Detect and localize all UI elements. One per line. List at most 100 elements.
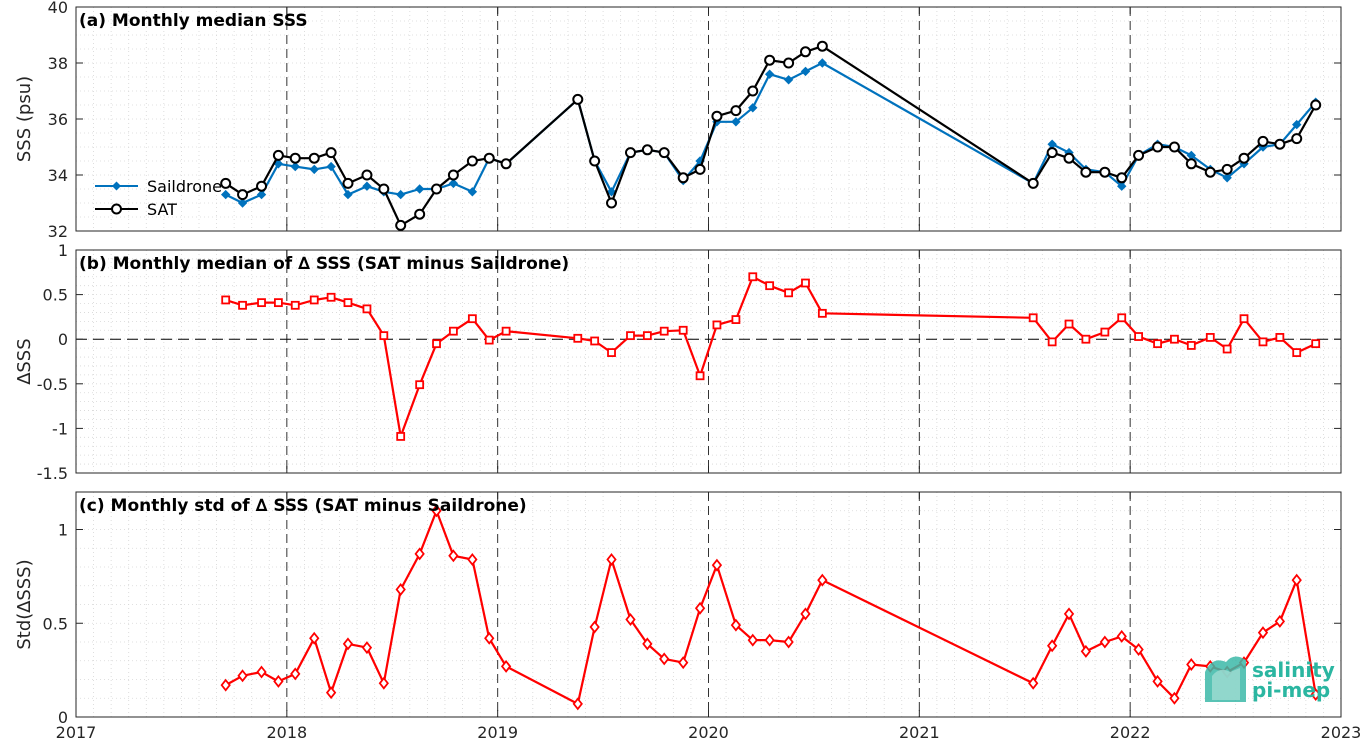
data-point [343, 298, 353, 308]
logo-text-salinity: salinity [1252, 658, 1335, 682]
data-point [395, 583, 406, 596]
y-tick-label: 0.5 [43, 286, 68, 305]
data-point [500, 158, 512, 170]
data-point [641, 144, 653, 156]
data-point [326, 292, 336, 302]
data-point [361, 169, 373, 181]
data-point [484, 335, 494, 345]
data-point [290, 300, 300, 310]
data-point [483, 152, 495, 164]
year-gridlines [286, 492, 1131, 717]
data-point [1239, 314, 1249, 324]
data-point [1133, 149, 1145, 161]
data-point [290, 161, 300, 172]
data-point [711, 110, 723, 122]
x-tick-label: 2023 [1321, 723, 1362, 742]
data-point [783, 635, 794, 649]
panel-1: -1.5 -1 -0.5 0 0.5 1 ∆SSS (b) Monthly median of… [14, 241, 1342, 483]
panel-title: (b) Monthly median of ∆ SSS (SAT minus S… [79, 254, 569, 274]
data-point [1275, 333, 1285, 342]
data-point [1152, 674, 1163, 688]
data-point [325, 147, 337, 159]
data-point [378, 676, 389, 690]
data-point [256, 665, 267, 679]
data-point [342, 177, 354, 189]
data-point [783, 75, 794, 85]
data-point [256, 180, 268, 192]
y-tick-label: 1 [58, 521, 68, 540]
logo-text-pi-mep: pi-mep [1252, 678, 1330, 702]
data-point [1080, 644, 1092, 658]
y-tick-label: 40 [48, 0, 68, 17]
data-point [801, 278, 810, 288]
y-tick-label: 34 [48, 166, 68, 185]
data-point [572, 697, 583, 711]
chart-panels: 32 34 36 38 40 SSS (psu) (a) Monthly median SS… [14, 0, 1361, 742]
data-point [220, 678, 231, 692]
data-point [1221, 163, 1233, 175]
data-point [447, 169, 459, 181]
data-point [678, 325, 688, 335]
data-point [362, 181, 372, 191]
data-point [395, 189, 406, 200]
data-point [589, 155, 601, 167]
data-point [1274, 138, 1286, 150]
data-point [799, 46, 811, 58]
data-point [658, 147, 670, 159]
data-point [1291, 133, 1303, 145]
year-gridlines [286, 250, 1131, 473]
data-point [343, 189, 353, 200]
data-point [642, 331, 652, 341]
data-point [731, 315, 741, 324]
data-point [1117, 313, 1127, 323]
data-point [378, 183, 390, 195]
panel-title: (a) Monthly median SSS [79, 11, 308, 31]
salinity-pi-mep-logo: salinity pi-mep [1205, 656, 1335, 702]
panel-2: 2017 2018 2019 2020 2021 2022 2023 0 0.5 1 Std(∆SS… [14, 491, 1362, 742]
data-point [1099, 635, 1111, 649]
data-point [659, 652, 670, 666]
data-point [748, 272, 758, 282]
data-point [237, 189, 249, 201]
y-tick-label: 0 [58, 708, 68, 727]
data-point [747, 85, 759, 97]
data-point [1222, 344, 1232, 354]
data-point [467, 553, 478, 566]
data-point [606, 553, 617, 566]
data-point [414, 184, 425, 194]
data-point [309, 631, 320, 645]
data-point [466, 155, 478, 167]
data-point [362, 304, 372, 314]
y-tick-label: -1 [52, 419, 68, 438]
data-point [590, 336, 600, 346]
data-point [800, 607, 811, 621]
panel-0: 32 34 36 38 40 SSS (psu) (a) Monthly median SS… [14, 0, 1342, 241]
data-point [237, 198, 248, 208]
data-point [731, 117, 741, 127]
data-point [308, 152, 320, 164]
data-point [414, 547, 425, 561]
data-point [1080, 166, 1092, 178]
data-point [256, 189, 267, 200]
data-point [257, 298, 266, 308]
data-point [501, 326, 511, 336]
data-point [1028, 676, 1039, 690]
data-point [414, 208, 426, 220]
data-point [1168, 141, 1180, 153]
legend-sat-marker [111, 203, 122, 215]
data-point [764, 633, 775, 647]
x-tick-label: 2017 [56, 723, 97, 742]
data-point [415, 380, 425, 390]
data-point [817, 58, 828, 68]
data-point [1274, 614, 1286, 628]
data-point [642, 637, 653, 651]
data-point [1134, 332, 1143, 341]
data-point [1311, 339, 1321, 349]
data-point [484, 631, 495, 645]
data-point [817, 308, 827, 318]
y-tick-label: 38 [48, 54, 68, 73]
data-point [1238, 152, 1250, 164]
data-point [1133, 643, 1144, 656]
y-axis-label: Std(∆SSS) [14, 559, 35, 649]
data-point [1116, 629, 1127, 643]
